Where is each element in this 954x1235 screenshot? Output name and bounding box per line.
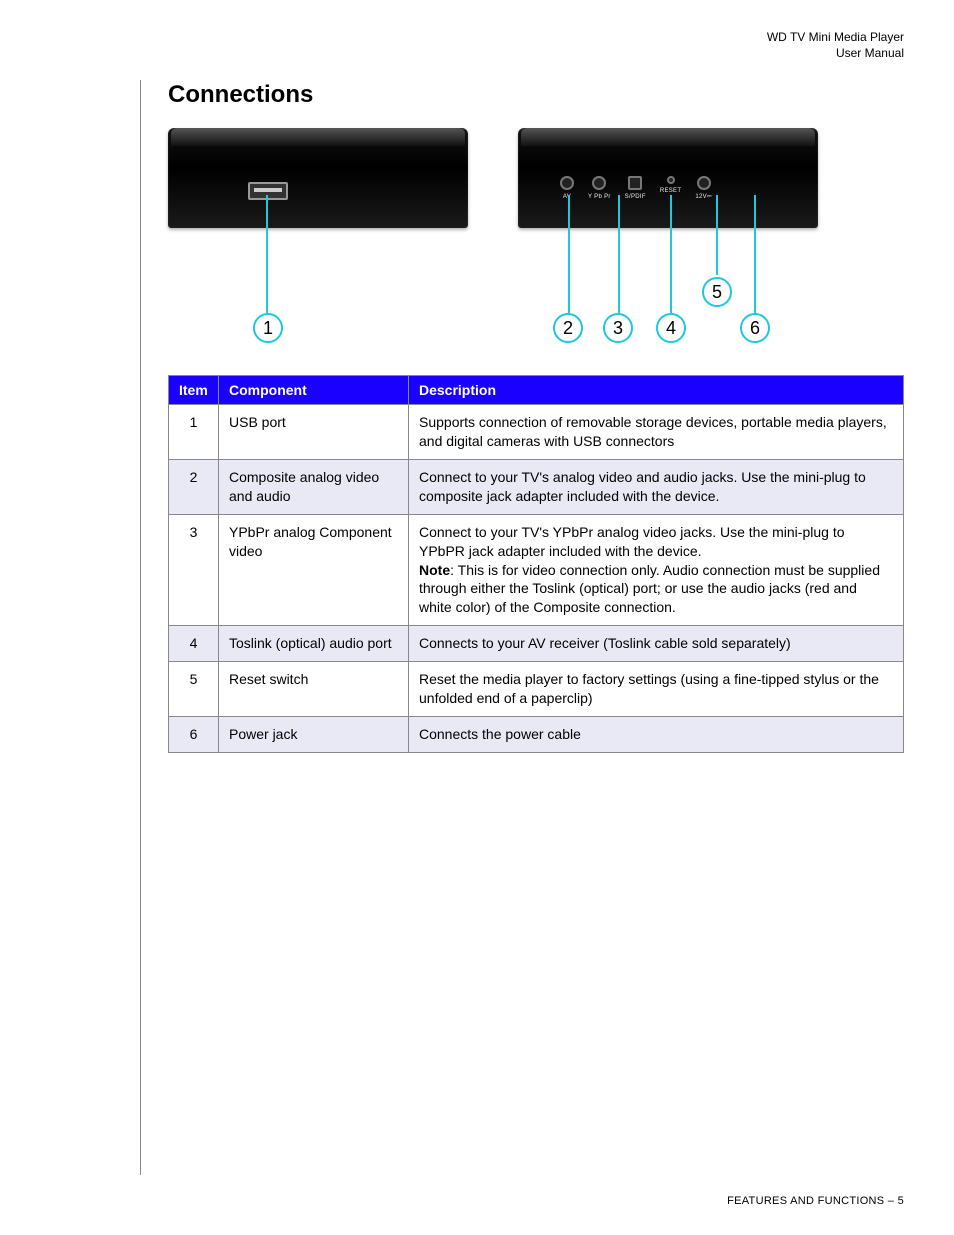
cell-description: Connects to your AV receiver (Toslink ca… [409,626,904,662]
ypbpr-jack-icon: Y Pb Pr [588,176,611,200]
footer-sep: – [884,1195,897,1207]
page-footer: FEATURES AND FUNCTIONS – 5 [727,1195,904,1207]
reset-hole-icon: RESET [660,176,682,194]
av-jack-icon: AV [560,176,574,200]
product-name: WD TV Mini Media Player [140,30,904,46]
components-table: Item Component Description 1USB portSupp… [168,375,904,753]
callout-line [266,195,268,313]
header-meta: WD TV Mini Media Player User Manual [140,30,904,61]
doc-type: User Manual [140,46,904,62]
callout-circle: 1 [253,313,283,343]
cell-component: Composite analog video and audio [219,459,409,514]
cell-description: Reset the media player to factory settin… [409,662,904,717]
table-row: 1USB portSupports connection of removabl… [169,405,904,460]
table-row: 3YPbPr analog Component videoConnect to … [169,514,904,625]
device-diagram: 1 AV Y Pb Pr S/PDIF RESET 12V⎓ 23456 [168,123,904,353]
device-front-wrap: 1 [168,123,478,353]
cell-item: 5 [169,662,219,717]
cell-description: Supports connection of removable storage… [409,405,904,460]
cell-component: YPbPr analog Component video [219,514,409,625]
callout-line [618,195,620,313]
device-back: AV Y Pb Pr S/PDIF RESET 12V⎓ [518,128,818,228]
header-item: Item [169,376,219,405]
callout-circle: 2 [553,313,583,343]
ypbpr-label: Y Pb Pr [588,194,611,200]
cell-item: 2 [169,459,219,514]
callout-circle: 4 [656,313,686,343]
cell-component: Toslink (optical) audio port [219,626,409,662]
header-component: Component [219,376,409,405]
footer-page: 5 [898,1195,904,1207]
header-description: Description [409,376,904,405]
table-row: 5Reset switchReset the media player to f… [169,662,904,717]
table-header-row: Item Component Description [169,376,904,405]
reset-label: RESET [660,188,682,194]
callout-line [754,195,756,313]
footer-section: FEATURES AND FUNCTIONS [727,1195,884,1207]
margin-rule [140,80,141,1175]
table-row: 4Toslink (optical) audio portConnects to… [169,626,904,662]
cell-description: Connect to your TV's analog video and au… [409,459,904,514]
callout-circle: 5 [702,277,732,307]
cell-item: 6 [169,716,219,752]
spdif-label: S/PDIF [625,194,646,200]
section-title: Connections [168,81,904,109]
cell-description: Connect to your TV's YPbPr analog video … [409,514,904,625]
cell-component: Power jack [219,716,409,752]
page: WD TV Mini Media Player User Manual Conn… [0,0,954,1235]
callout-line [670,195,672,313]
callout-line [716,195,718,275]
table-row: 6Power jackConnects the power cable [169,716,904,752]
callout-circle: 3 [603,313,633,343]
spdif-jack-icon: S/PDIF [625,176,646,200]
cell-item: 4 [169,626,219,662]
callout-line [568,195,570,313]
power-label: 12V⎓ [695,194,712,201]
cell-description: Connects the power cable [409,716,904,752]
power-jack-icon: 12V⎓ [695,176,712,201]
usb-port-icon [248,182,288,200]
back-panel: AV Y Pb Pr S/PDIF RESET 12V⎓ [560,176,808,220]
content: Connections 1 AV Y Pb Pr S/PDIF RESET 12… [140,81,904,753]
table-row: 2Composite analog video and audioConnect… [169,459,904,514]
cell-component: USB port [219,405,409,460]
callout-circle: 6 [740,313,770,343]
device-back-wrap: AV Y Pb Pr S/PDIF RESET 12V⎓ 23456 [518,123,828,353]
cell-component: Reset switch [219,662,409,717]
cell-item: 3 [169,514,219,625]
device-front [168,128,468,228]
cell-item: 1 [169,405,219,460]
